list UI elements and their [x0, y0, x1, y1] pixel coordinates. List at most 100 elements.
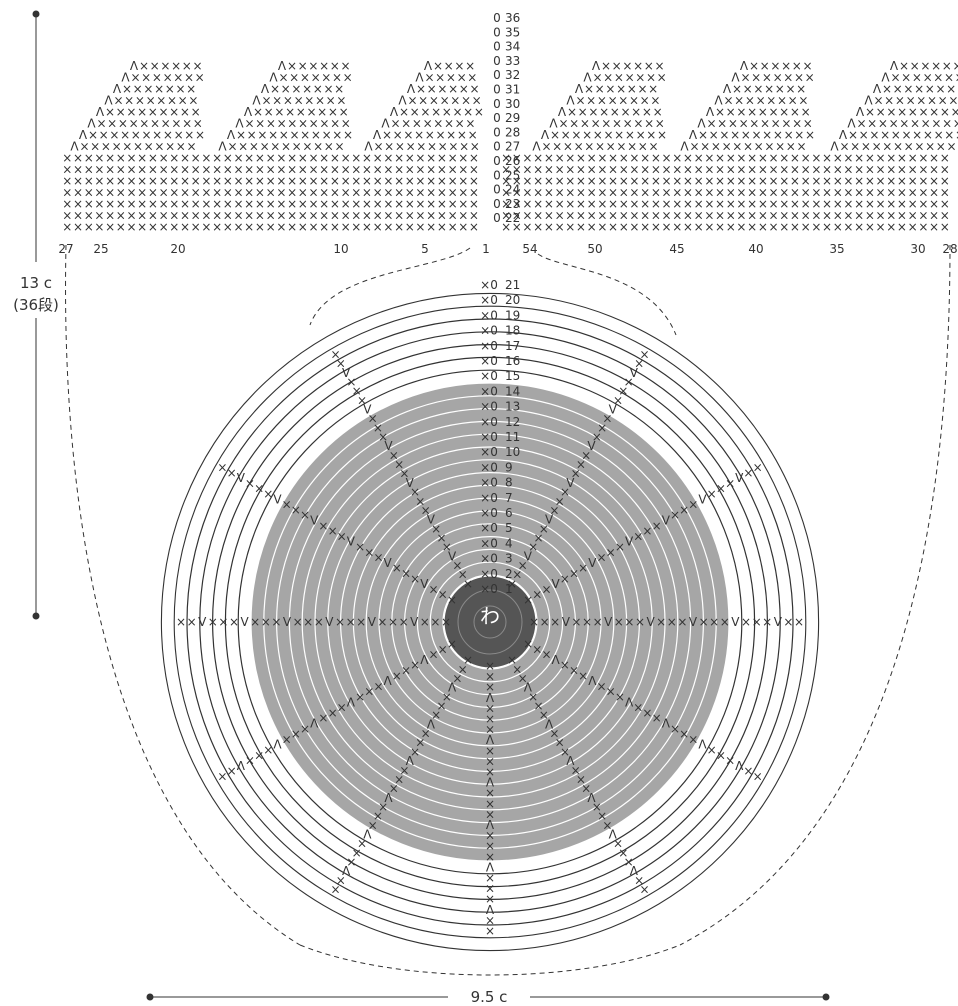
- stitch-symbol: ×: [94, 151, 104, 165]
- stitch-symbol: ×: [257, 128, 267, 142]
- width-dimension: 9.5 c: [146, 988, 830, 1006]
- stitch-symbol: ×: [266, 151, 276, 165]
- stitch-symbol: ×: [569, 664, 579, 678]
- stitch-symbol: V: [698, 492, 707, 506]
- stitch-symbol: ×: [633, 59, 643, 73]
- stitch-symbol: ×: [865, 105, 875, 119]
- stitch-symbol: ×: [405, 174, 415, 188]
- stitch-symbol: ×: [287, 220, 297, 234]
- stitch-symbol: ×: [918, 220, 928, 234]
- stitch-symbol: ×: [736, 197, 746, 211]
- width-dimension-endpoint-left: [146, 993, 154, 1001]
- stitch-symbol: ×: [62, 197, 72, 211]
- stitch-symbol: ×: [212, 151, 222, 165]
- stitch-symbol: ×: [458, 220, 468, 234]
- stitch-symbol: ×: [485, 786, 495, 800]
- stitch-symbol: ×: [399, 615, 409, 629]
- stitch-symbol: ×: [137, 163, 147, 177]
- stitch-symbol: ×: [116, 105, 126, 119]
- stitch-symbol: V: [689, 615, 698, 629]
- stitch-symbol: ×: [330, 151, 340, 165]
- stitch-symbol: ×: [587, 151, 597, 165]
- stitch-symbol: ×: [122, 140, 132, 154]
- stitch-symbol: ×: [233, 186, 243, 200]
- stitch-symbol: ×: [435, 71, 445, 85]
- decrease-symbol: Λ: [244, 105, 253, 119]
- chain-symbol: ×0: [480, 567, 498, 581]
- decrease-symbol: Λ: [558, 105, 567, 119]
- stitch-symbol: ×: [850, 140, 860, 154]
- decrease-symbol: Λ: [723, 82, 732, 96]
- stitch-symbol: ×: [592, 430, 602, 444]
- stitch-symbol: ×: [792, 59, 802, 73]
- stitch-number: 1: [482, 242, 490, 256]
- stitch-symbol: ×: [362, 209, 372, 223]
- stitch-symbol: ×: [640, 94, 650, 108]
- stitch-symbol: ×: [794, 128, 804, 142]
- stitch-symbol: ×: [544, 197, 554, 211]
- stitch-symbol: ×: [193, 117, 203, 131]
- stitch-symbol: ×: [208, 615, 218, 629]
- stitch-symbol: ×: [886, 220, 896, 234]
- stitch-symbol: ×: [192, 59, 202, 73]
- stitch-symbol: V: [731, 615, 740, 629]
- stitch-symbol: ×: [528, 540, 538, 554]
- stitch-symbol: ×: [640, 151, 650, 165]
- stitch-symbol: ×: [438, 588, 448, 602]
- decrease-symbol: Λ: [541, 128, 550, 142]
- stitch-symbol: ×: [84, 151, 94, 165]
- stitch-symbol: ×: [743, 82, 753, 96]
- stitch-symbol: ×: [351, 151, 361, 165]
- stitch-symbol: ×: [940, 186, 950, 200]
- stitch-symbol: ×: [294, 94, 304, 108]
- stitch-symbol: ×: [612, 59, 622, 73]
- chain-symbol: ×0: [480, 293, 498, 307]
- stitch-symbol: ×: [725, 476, 735, 490]
- stitch-symbol: ×: [187, 615, 197, 629]
- decrease-symbol: Λ: [227, 128, 236, 142]
- stitch-symbol: ×: [625, 128, 635, 142]
- height-dimension-endpoint-bottom: [32, 612, 40, 620]
- stitch-symbol: ×: [833, 209, 843, 223]
- stitch-symbol: ×: [501, 174, 511, 188]
- stitch-symbol: ×: [319, 186, 329, 200]
- stitch-symbol: ×: [407, 94, 417, 108]
- stitch-symbol: ×: [437, 197, 447, 211]
- stitch-symbol: ×: [584, 82, 594, 96]
- stitch-symbol: ×: [319, 163, 329, 177]
- stitch-number: 28: [942, 242, 957, 256]
- stitch-symbol: ×: [337, 529, 347, 543]
- stitch-symbol: ×: [469, 82, 479, 96]
- stitch-symbol: Λ: [566, 754, 575, 768]
- stitch-symbol: ×: [629, 151, 639, 165]
- stitch-symbol: ×: [597, 186, 607, 200]
- center-circle: [443, 575, 537, 669]
- stitch-symbol: ×: [355, 690, 365, 704]
- stitch-symbol: ×: [616, 140, 626, 154]
- row-number: 23: [505, 197, 520, 211]
- stitch-symbol: ×: [343, 71, 353, 85]
- stitch-symbol: ×: [62, 174, 72, 188]
- stitch-symbol: ×: [122, 82, 132, 96]
- stitch-symbol: ×: [223, 174, 233, 188]
- decrease-symbol: Λ: [740, 59, 749, 73]
- stitch-symbol: ×: [779, 151, 789, 165]
- stitch-symbol: ×: [640, 209, 650, 223]
- stitch-symbol: ×: [485, 744, 495, 758]
- stitch-symbol: ×: [244, 186, 254, 200]
- stitch-symbol: ×: [435, 128, 445, 142]
- stitch-symbol: ×: [311, 71, 321, 85]
- stitch-symbol: ×: [640, 197, 650, 211]
- stitch-symbol: ×: [833, 186, 843, 200]
- stitch-symbol: ×: [394, 174, 404, 188]
- stitch-symbol: ×: [73, 197, 83, 211]
- stitch-symbol: ×: [576, 151, 586, 165]
- stitch-symbol: ×: [223, 197, 233, 211]
- stitch-symbol: ×: [446, 128, 456, 142]
- stitch-symbol: ×: [116, 186, 126, 200]
- stitch-symbol: ×: [918, 105, 928, 119]
- row-number: 28: [505, 125, 520, 139]
- stitch-symbol: ×: [73, 220, 83, 234]
- stitch-symbol: V: [562, 615, 571, 629]
- chain-symbol: ×0: [480, 521, 498, 535]
